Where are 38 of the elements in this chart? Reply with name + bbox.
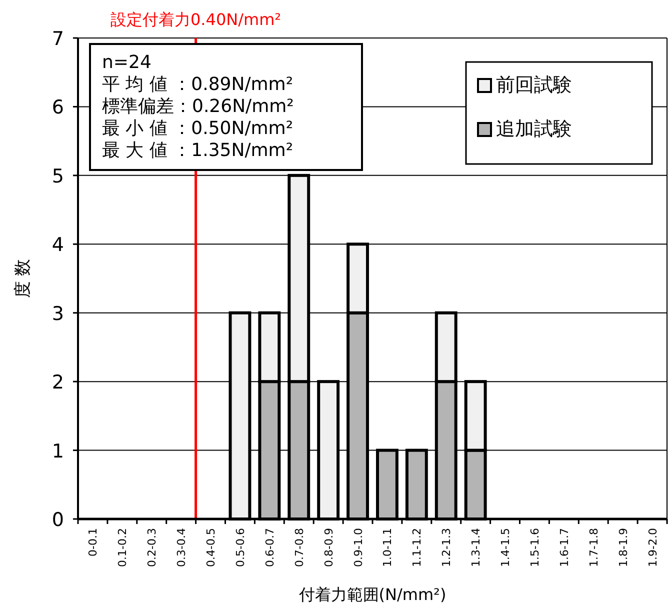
x-tick-label: 1.2-1.3 <box>440 528 454 567</box>
x-tick-label: 1.4-1.5 <box>499 528 512 567</box>
x-tick-label: 0.3-0.4 <box>175 528 188 567</box>
ref-line-label: 設定付着力0.40N/mm² <box>110 10 282 29</box>
y-tick-label: 2 <box>52 372 64 394</box>
x-tick-label: 0-0.1 <box>86 528 100 556</box>
x-tick-label: 1.3-1.4 <box>470 528 483 567</box>
x-tick-label: 0.2-0.3 <box>146 528 159 567</box>
x-tick-label: 0.6-0.7 <box>263 528 276 567</box>
x-tick-label: 1.0-1.1 <box>381 528 394 567</box>
y-tick-label: 0 <box>52 509 64 531</box>
x-tick-label: 0.7-0.8 <box>292 528 306 567</box>
y-tick-label: 4 <box>52 234 64 256</box>
x-tick-label: 1.5-1.6 <box>528 528 542 567</box>
y-axis-title: 度 数 <box>13 258 33 298</box>
annotation: n=24 <box>102 52 152 73</box>
y-tick-label: 3 <box>52 302 64 325</box>
y-tick-label: 7 <box>52 28 64 50</box>
x-tick-label: 0.8-0.9 <box>322 528 336 567</box>
legend-label: 前回試験 <box>496 74 572 96</box>
annotation: 最 大 値 ：1.35N/mm² <box>102 140 294 161</box>
y-tick-label: 5 <box>52 165 64 188</box>
annotation: 最 小 値 ：0.50N/mm² <box>102 118 294 139</box>
x-axis-title: 付着力範囲(N/mm²) <box>298 585 446 604</box>
annotation: 標準偏差：0.26N/mm² <box>102 96 294 117</box>
x-tick-label: 0.5-0.6 <box>234 528 247 567</box>
y-tick-label: 6 <box>52 96 64 119</box>
x-tick-label: 1.1-1.2 <box>410 528 424 567</box>
x-tick-label: 1.9-2.0 <box>646 528 660 567</box>
x-tick-label: 0.1-0.2 <box>116 528 130 567</box>
legend-label: 追加試験 <box>496 118 572 140</box>
y-tick-label: 1 <box>52 440 64 462</box>
x-tick-label: 0.9-1.0 <box>352 528 365 567</box>
x-tick-label: 1.7-1.8 <box>587 528 600 567</box>
x-tick-label: 1.8-1.9 <box>616 528 630 567</box>
x-tick-label: 1.6-1.7 <box>558 528 571 567</box>
x-tick-label: 0.4-0.5 <box>204 528 218 567</box>
annotation: 平 均 値 ：0.89N/mm² <box>102 74 294 95</box>
